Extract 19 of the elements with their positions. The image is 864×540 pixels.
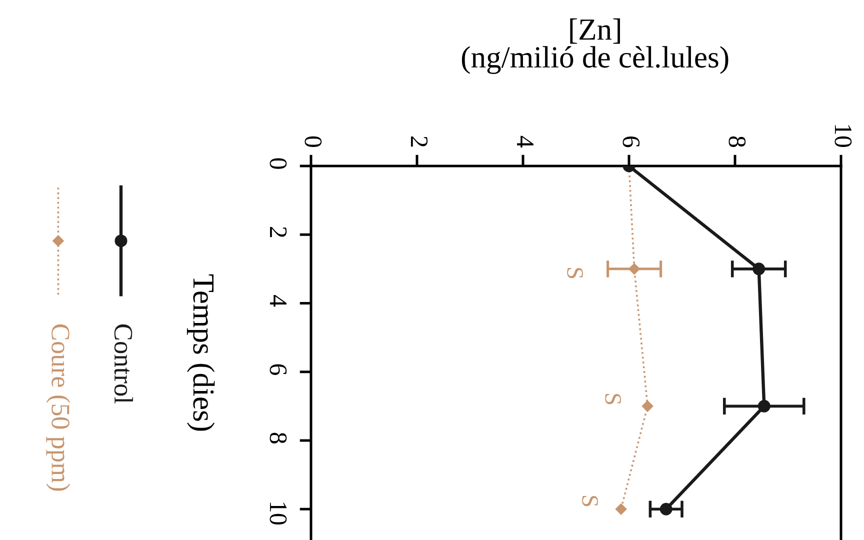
x-axis-title: [Zn] (ng/milió de cèl.lules) xyxy=(462,18,728,74)
y-tick-label: 10 xyxy=(270,502,287,524)
annotation: S xyxy=(567,268,583,278)
x-tick-label: 8 xyxy=(728,136,746,147)
x-tick-label: 2 xyxy=(410,136,428,147)
y-tick-label: 6 xyxy=(270,364,287,375)
x-tick-label: 0 xyxy=(304,136,322,147)
y-axis-title: Temps (dies) xyxy=(186,274,215,431)
y-tick-label: 4 xyxy=(270,295,286,307)
x-tick-label: 4 xyxy=(516,136,534,148)
y-tick-label: 2 xyxy=(270,227,287,238)
y-tick-label: 8 xyxy=(270,432,287,444)
x-tick-label: 6 xyxy=(622,136,640,148)
annotation: S xyxy=(605,394,621,404)
y-tick-label: 0 xyxy=(270,158,287,169)
annotation: S xyxy=(582,496,598,506)
text: Coure (50 ppm) xyxy=(46,324,70,491)
x-tick-label: 10 xyxy=(834,125,852,147)
text: Control xyxy=(114,324,133,404)
